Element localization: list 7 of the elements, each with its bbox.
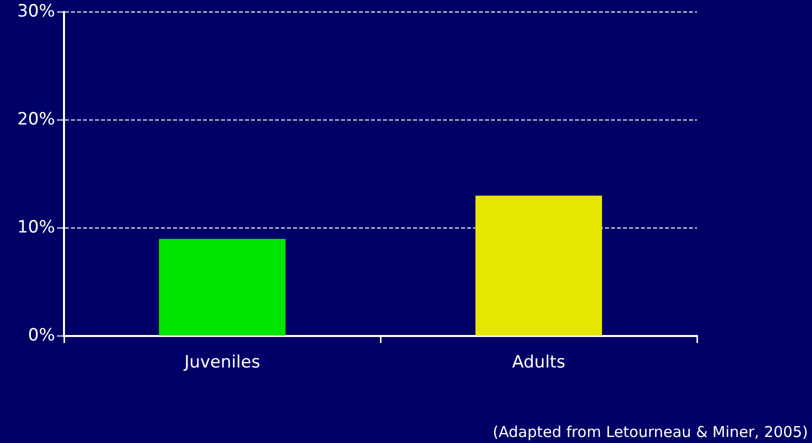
text: (Adapted from Letourneau & Miner, 2005) — [492, 423, 808, 441]
y-tick-label: 30% — [17, 2, 55, 22]
x-tick-label: Adults — [512, 352, 566, 373]
y-tick-label: 20% — [17, 110, 55, 130]
y-tick-label: 0% — [28, 325, 55, 346]
y-tick-label: 10% — [17, 217, 55, 238]
x-tick-label: Juveniles — [183, 352, 260, 373]
